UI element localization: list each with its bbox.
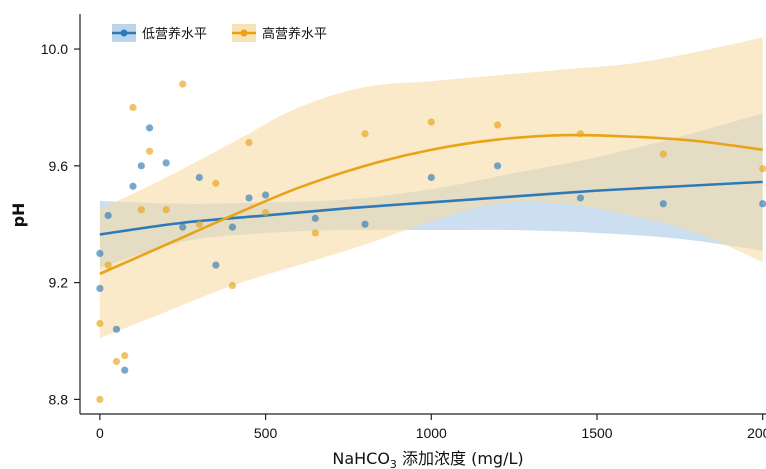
data-point-low <box>245 194 253 202</box>
data-point-high <box>96 319 104 328</box>
x-tick-label: 2000 <box>747 425 766 441</box>
legend-marker-high <box>240 29 248 37</box>
y-ticks: 8.8 9.2 9.6 10.0 <box>41 41 80 407</box>
data-point-high <box>179 80 187 88</box>
x-ticks: 0 500 1000 1500 2000 <box>96 414 766 441</box>
data-point-low <box>659 200 667 208</box>
data-point-high <box>427 118 435 126</box>
fit-line-high <box>99 133 763 276</box>
data-point-low <box>361 220 369 228</box>
data-point-high <box>96 395 104 403</box>
confidence-band-high <box>99 37 763 339</box>
x-axis-title: NaHCO3 添加浓度 (mg/L) <box>332 449 523 469</box>
y-tick-label: 9.6 <box>49 158 69 174</box>
legend-label-high: 高营养水平 <box>262 26 327 42</box>
data-point-low <box>112 325 121 333</box>
data-point-high <box>121 352 129 360</box>
data-point-high <box>212 179 220 187</box>
y-tick-label: 9.2 <box>49 275 69 291</box>
data-point-low <box>228 223 237 231</box>
data-point-low <box>576 194 585 202</box>
data-point-low <box>96 249 104 258</box>
data-point-high <box>361 130 369 138</box>
data-point-low <box>129 182 137 190</box>
data-point-low <box>137 162 145 170</box>
data-point-high <box>228 281 237 290</box>
data-point-high <box>311 229 319 237</box>
data-point-high <box>162 206 170 214</box>
data-point-low <box>104 211 112 220</box>
data-point-high <box>576 130 585 138</box>
data-point-low <box>493 162 502 170</box>
data-point-high <box>261 208 270 217</box>
x-tick-label: 0 <box>96 425 104 441</box>
fit-line-low <box>99 180 763 236</box>
data-point-high <box>659 150 667 158</box>
data-point-high <box>112 357 121 366</box>
data-point-low <box>759 200 766 208</box>
data-point-high <box>104 261 112 269</box>
data-point-high <box>759 165 766 173</box>
data-point-high <box>245 138 253 147</box>
data-point-low <box>311 214 319 222</box>
x-tick-label: 1500 <box>581 425 612 441</box>
data-point-low <box>195 173 203 182</box>
data-point-low <box>162 159 170 167</box>
x-axis-title-subscript: 3 <box>390 458 397 469</box>
data-point-low <box>261 191 270 199</box>
data-point-low <box>121 366 129 374</box>
data-point-low <box>427 173 435 182</box>
legend-label-low: 低营养水平 <box>142 26 207 42</box>
data-point-high <box>145 147 154 155</box>
y-tick-label: 10.0 <box>41 41 68 57</box>
legend: 低营养水平 高营养水平 <box>112 24 327 42</box>
data-point-low <box>145 124 154 132</box>
data-point-high <box>129 103 137 112</box>
legend-marker-low <box>120 29 128 37</box>
fit-lines <box>99 133 763 276</box>
y-tick-label: 8.8 <box>49 391 69 407</box>
confidence-bands <box>99 37 763 339</box>
x-tick-label: 500 <box>254 425 278 441</box>
y-axis-title: pH <box>9 203 28 228</box>
axes <box>79 14 766 415</box>
data-point-high <box>195 220 203 228</box>
x-tick-label: 1000 <box>416 425 447 441</box>
data-point-low <box>179 223 187 231</box>
data-point-low <box>96 284 104 293</box>
data-point-high <box>137 206 145 214</box>
data-point-low <box>212 261 220 269</box>
data-point-high <box>493 121 502 129</box>
data-points <box>96 80 766 403</box>
